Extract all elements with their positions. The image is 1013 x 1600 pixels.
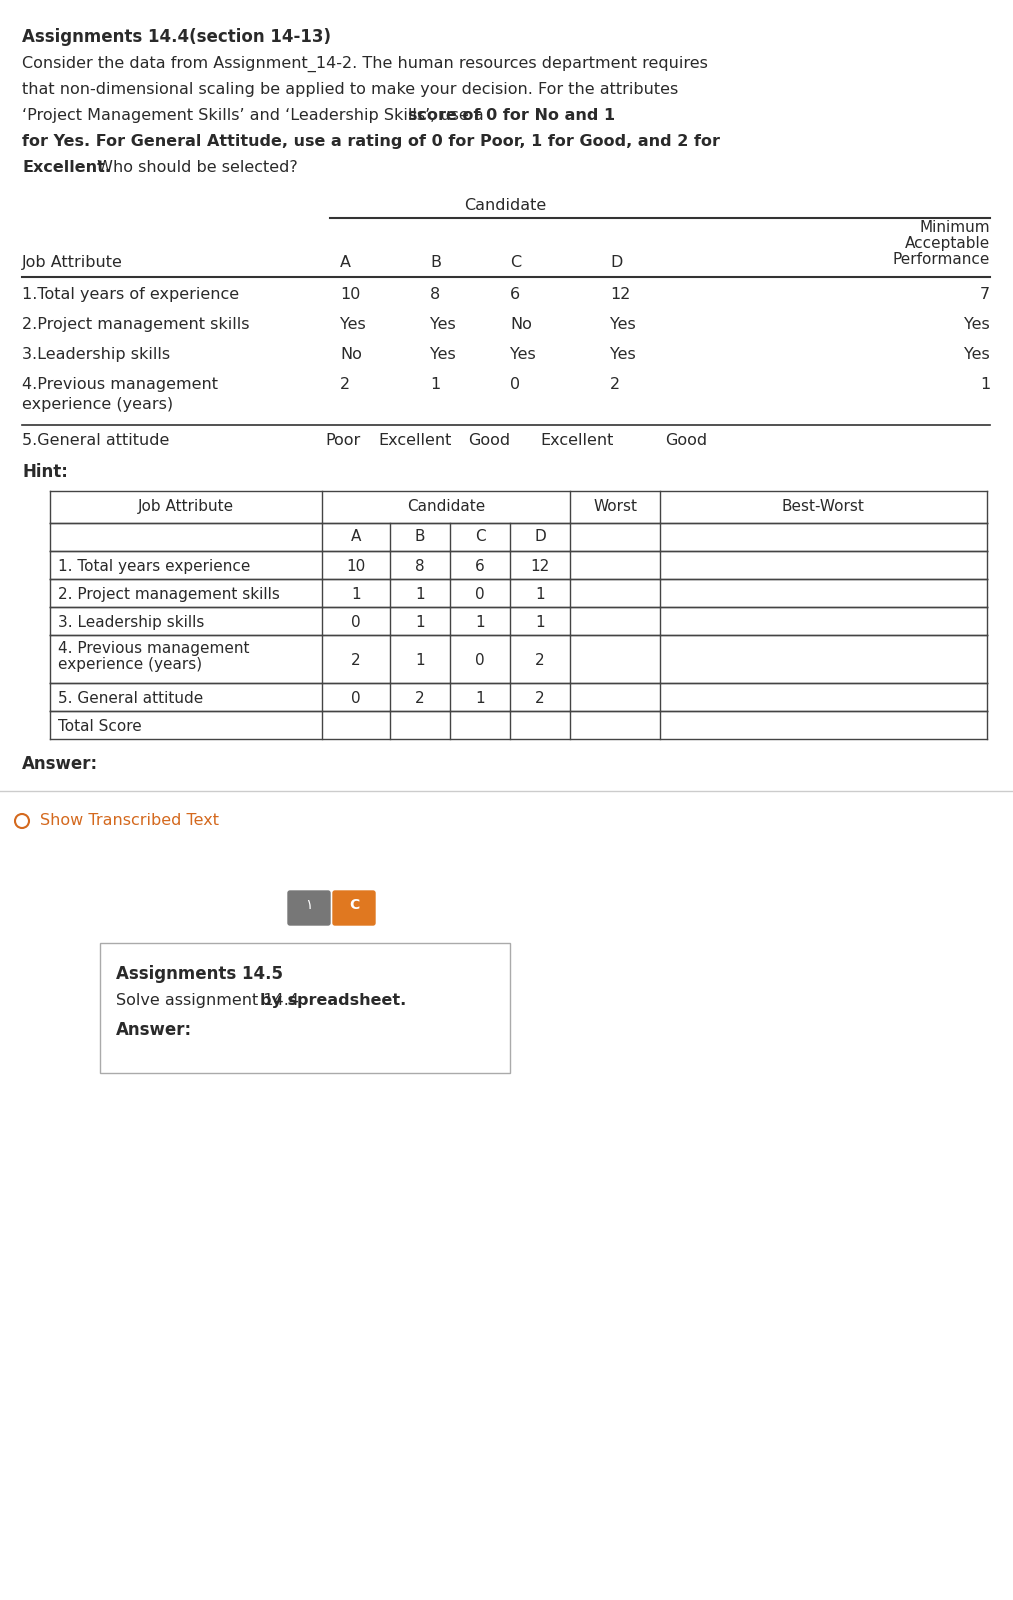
Text: experience (years): experience (years): [22, 397, 173, 411]
Text: 0: 0: [510, 378, 520, 392]
Text: by spreadsheet.: by spreadsheet.: [260, 994, 406, 1008]
Text: score of 0 for No and 1: score of 0 for No and 1: [408, 109, 616, 123]
Text: A: A: [350, 530, 362, 544]
Text: C: C: [510, 254, 521, 270]
Text: 2: 2: [535, 691, 545, 706]
Text: Answer:: Answer:: [116, 1021, 192, 1038]
Text: 1: 1: [535, 587, 545, 602]
Text: 4.Previous management: 4.Previous management: [22, 378, 218, 392]
Text: 1: 1: [415, 614, 424, 630]
Text: Good: Good: [665, 434, 707, 448]
Text: 12: 12: [610, 286, 630, 302]
Text: Good: Good: [468, 434, 511, 448]
Text: Yes: Yes: [340, 317, 366, 333]
Text: Excellent: Excellent: [540, 434, 614, 448]
Text: 0: 0: [352, 691, 361, 706]
Text: Excellent: Excellent: [378, 434, 452, 448]
Text: Best-Worst: Best-Worst: [782, 499, 864, 514]
Text: 2: 2: [415, 691, 424, 706]
Text: Acceptable: Acceptable: [905, 235, 990, 251]
Text: 2: 2: [340, 378, 350, 392]
Text: 1: 1: [352, 587, 361, 602]
Text: No: No: [510, 317, 532, 333]
Text: Candidate: Candidate: [407, 499, 485, 514]
Bar: [100, 942, 510, 1074]
Text: D: D: [610, 254, 622, 270]
Text: 2. Project management skills: 2. Project management skills: [58, 587, 280, 602]
Text: 1: 1: [475, 614, 485, 630]
Text: B: B: [414, 530, 425, 544]
Text: Yes: Yes: [510, 347, 536, 362]
Text: experience (years): experience (years): [58, 658, 203, 672]
Text: Yes: Yes: [964, 317, 990, 333]
Text: Poor: Poor: [325, 434, 361, 448]
Text: Hint:: Hint:: [22, 462, 68, 482]
Text: B: B: [430, 254, 441, 270]
Text: 1: 1: [430, 378, 441, 392]
Text: No: No: [340, 347, 362, 362]
Text: Excellent.: Excellent.: [22, 160, 111, 174]
Text: Assignments 14.5: Assignments 14.5: [116, 965, 283, 982]
Text: 12: 12: [531, 558, 550, 574]
Text: Assignments 14.4(section 14-13): Assignments 14.4(section 14-13): [22, 27, 331, 46]
Text: Worst: Worst: [593, 499, 637, 514]
Text: 3.Leadership skills: 3.Leadership skills: [22, 347, 170, 362]
Text: 1. Total years experience: 1. Total years experience: [58, 558, 250, 574]
Text: Total Score: Total Score: [58, 718, 142, 734]
Text: 2.Project management skills: 2.Project management skills: [22, 317, 249, 333]
Text: 1: 1: [475, 691, 485, 706]
Text: ١: ١: [305, 898, 313, 912]
Text: Solve assignment 14.4: Solve assignment 14.4: [116, 994, 304, 1008]
Text: Candidate: Candidate: [464, 198, 546, 213]
Text: 8: 8: [430, 286, 441, 302]
Text: 8: 8: [415, 558, 424, 574]
Text: 10: 10: [340, 286, 361, 302]
Text: 1: 1: [535, 614, 545, 630]
Text: C: C: [475, 530, 485, 544]
Text: that non-dimensional scaling be applied to make your decision. For the attribute: that non-dimensional scaling be applied …: [22, 82, 679, 98]
Text: Answer:: Answer:: [22, 755, 98, 773]
Text: Yes: Yes: [430, 347, 456, 362]
Text: 1: 1: [980, 378, 990, 392]
Text: ‘Project Management Skills’ and ‘Leadership Skills’, use a: ‘Project Management Skills’ and ‘Leaders…: [22, 109, 489, 123]
Text: 2: 2: [535, 653, 545, 669]
Text: A: A: [340, 254, 350, 270]
Text: 5. General attitude: 5. General attitude: [58, 691, 204, 706]
Text: 1: 1: [415, 587, 424, 602]
Text: 5.General attitude: 5.General attitude: [22, 434, 169, 448]
Text: 6: 6: [475, 558, 485, 574]
Text: 0: 0: [475, 653, 485, 669]
Text: Who should be selected?: Who should be selected?: [92, 160, 298, 174]
Text: Consider the data from Assignment_14-2. The human resources department requires: Consider the data from Assignment_14-2. …: [22, 56, 708, 72]
Text: 6: 6: [510, 286, 520, 302]
FancyBboxPatch shape: [288, 891, 330, 925]
Text: Yes: Yes: [430, 317, 456, 333]
Text: Job Attribute: Job Attribute: [138, 499, 234, 514]
Text: Performance: Performance: [892, 251, 990, 267]
Text: 10: 10: [346, 558, 366, 574]
Text: C: C: [348, 898, 360, 912]
Text: 0: 0: [352, 614, 361, 630]
Text: 2: 2: [352, 653, 361, 669]
FancyBboxPatch shape: [333, 891, 375, 925]
Text: 3. Leadership skills: 3. Leadership skills: [58, 614, 205, 630]
Text: 2: 2: [610, 378, 620, 392]
Text: Minimum: Minimum: [920, 219, 990, 235]
Text: Yes: Yes: [610, 317, 636, 333]
Text: 0: 0: [475, 587, 485, 602]
Text: 1: 1: [415, 653, 424, 669]
Text: 4. Previous management: 4. Previous management: [58, 642, 249, 656]
Text: D: D: [534, 530, 546, 544]
Text: 1.Total years of experience: 1.Total years of experience: [22, 286, 239, 302]
Text: 7: 7: [980, 286, 990, 302]
Text: for Yes. For General Attitude, use a rating of 0 for Poor, 1 for Good, and 2 for: for Yes. For General Attitude, use a rat…: [22, 134, 720, 149]
Text: Job Attribute: Job Attribute: [22, 254, 123, 270]
Text: Yes: Yes: [964, 347, 990, 362]
Text: Yes: Yes: [610, 347, 636, 362]
Text: Show Transcribed Text: Show Transcribed Text: [40, 813, 219, 829]
